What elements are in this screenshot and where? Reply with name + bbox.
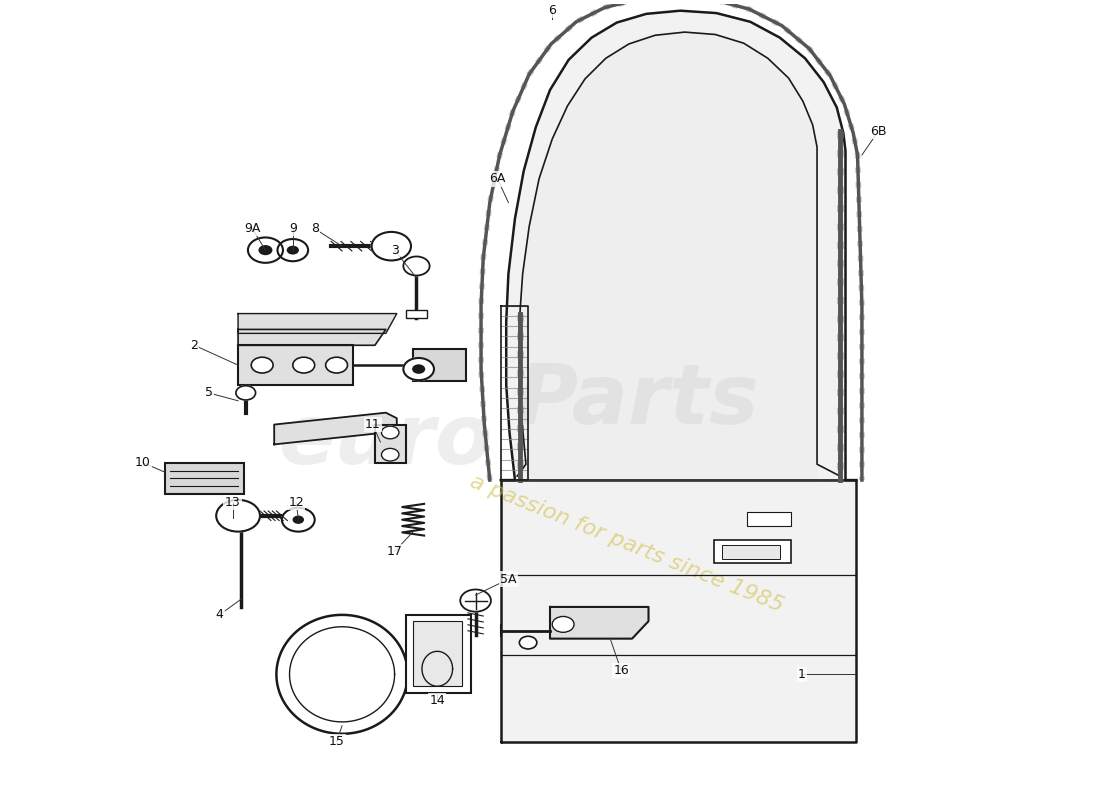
- Bar: [414, 350, 465, 381]
- Circle shape: [293, 357, 315, 373]
- Bar: [375, 425, 406, 462]
- Circle shape: [412, 364, 426, 374]
- Text: 5: 5: [205, 386, 212, 399]
- Circle shape: [282, 508, 315, 532]
- Text: 10: 10: [135, 456, 151, 469]
- Bar: [165, 462, 243, 494]
- Text: 1: 1: [798, 668, 805, 681]
- Polygon shape: [550, 607, 649, 638]
- Bar: [747, 512, 791, 526]
- Circle shape: [277, 239, 308, 262]
- Text: 6B: 6B: [870, 125, 887, 138]
- Text: 6A: 6A: [490, 172, 506, 186]
- Polygon shape: [500, 480, 857, 742]
- Text: 6: 6: [548, 4, 557, 17]
- Circle shape: [382, 426, 399, 439]
- Text: 3: 3: [390, 244, 398, 257]
- Circle shape: [326, 357, 348, 373]
- Bar: [238, 346, 353, 385]
- Text: 5A: 5A: [500, 573, 517, 586]
- Text: 9: 9: [289, 222, 297, 235]
- Circle shape: [404, 257, 430, 275]
- Circle shape: [251, 357, 273, 373]
- Text: 16: 16: [614, 664, 629, 677]
- Bar: [722, 545, 780, 559]
- Text: Parts: Parts: [516, 360, 759, 442]
- Circle shape: [519, 636, 537, 649]
- Text: 14: 14: [429, 694, 446, 707]
- Text: 8: 8: [310, 222, 319, 235]
- Text: 9A: 9A: [244, 222, 261, 235]
- Circle shape: [552, 617, 574, 632]
- Polygon shape: [500, 10, 857, 480]
- Polygon shape: [238, 314, 397, 334]
- Text: 15: 15: [329, 735, 344, 748]
- Text: euro: euro: [278, 400, 493, 481]
- Circle shape: [235, 386, 255, 400]
- Bar: [406, 615, 471, 693]
- Polygon shape: [274, 413, 397, 444]
- Bar: [714, 539, 791, 563]
- Polygon shape: [238, 330, 386, 346]
- Text: 2: 2: [190, 338, 198, 352]
- Circle shape: [293, 515, 304, 524]
- Text: 17: 17: [387, 545, 403, 558]
- Text: 11: 11: [365, 418, 381, 431]
- Text: 4: 4: [216, 608, 223, 622]
- Circle shape: [404, 358, 434, 380]
- Circle shape: [287, 246, 299, 254]
- Circle shape: [372, 232, 411, 261]
- Circle shape: [460, 590, 491, 612]
- Bar: [414, 622, 462, 686]
- Text: 13: 13: [224, 496, 241, 509]
- Polygon shape: [519, 32, 817, 480]
- Circle shape: [248, 238, 283, 263]
- Text: a passion for parts since 1985: a passion for parts since 1985: [466, 471, 786, 616]
- Circle shape: [217, 500, 260, 532]
- Circle shape: [258, 245, 273, 255]
- Text: 12: 12: [288, 496, 304, 509]
- Bar: [406, 310, 428, 318]
- Circle shape: [382, 448, 399, 461]
